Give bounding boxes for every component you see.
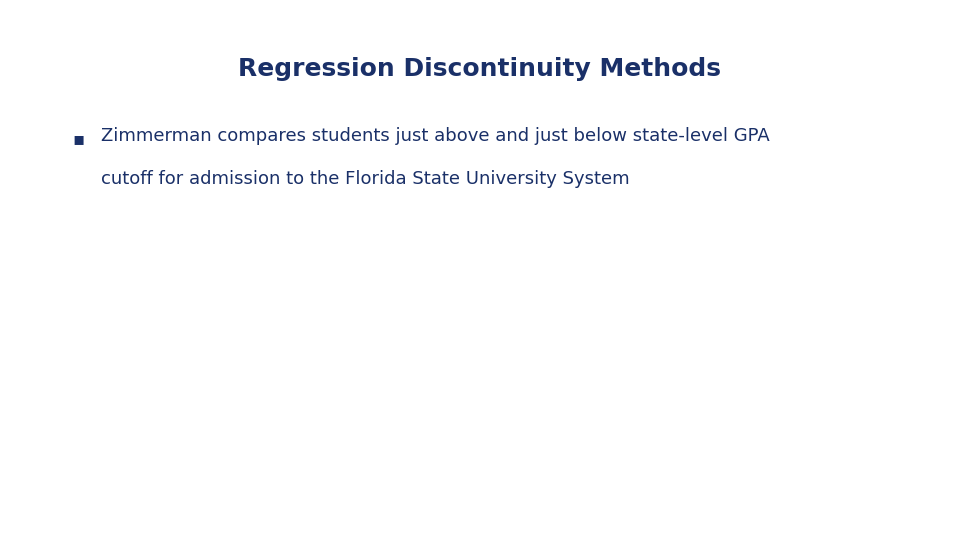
Text: ▪: ▪ bbox=[72, 130, 84, 147]
Text: Zimmerman compares students just above and just below state-level GPA: Zimmerman compares students just above a… bbox=[101, 127, 770, 145]
Text: cutoff for admission to the Florida State University System: cutoff for admission to the Florida Stat… bbox=[101, 170, 630, 188]
Text: Regression Discontinuity Methods: Regression Discontinuity Methods bbox=[238, 57, 722, 80]
